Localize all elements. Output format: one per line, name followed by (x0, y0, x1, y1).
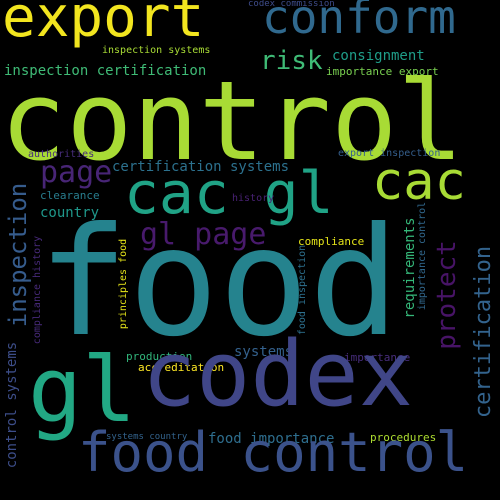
word-principles-food: principles food (118, 238, 129, 330)
word-requirements: requirements (402, 217, 418, 319)
word-conform: conform (262, 0, 456, 44)
word-importance: importance (344, 351, 411, 364)
word-cac: cac (372, 152, 466, 212)
word-export-inspection: export inspection (338, 148, 441, 159)
word-codex: codex (142, 322, 413, 427)
word-systems: systems (234, 344, 294, 360)
word-export: export (2, 0, 205, 50)
word-importance-control: importance control (417, 201, 428, 311)
word-accreditation: accreditation (138, 361, 225, 374)
word-inspection-systems: inspection systems (102, 45, 211, 56)
word-consignment: consignment (332, 48, 425, 64)
word-certification: certification (471, 245, 496, 419)
word-country: country (40, 205, 100, 221)
word-cac-gl: cac gl (124, 159, 334, 227)
word-inspection: inspection (4, 182, 32, 328)
word-inspection-certification: inspection certification (4, 63, 207, 79)
word-gl-page: gl page (140, 217, 267, 252)
word-gl: gl (28, 338, 137, 443)
word-importance-export: importance export (326, 65, 439, 78)
word-procedures: procedures (370, 431, 437, 444)
word-protect: protect (432, 240, 462, 350)
word-compliance: compliance (298, 235, 365, 248)
word-compliance-history: compliance history (32, 235, 43, 345)
word-risk: risk (260, 46, 323, 76)
word-certification-systems: certification systems (112, 159, 290, 175)
word-clearance: clearance (40, 189, 100, 202)
word-food-control: food control (78, 421, 469, 484)
word-page: page (40, 155, 113, 190)
word-control: control (0, 57, 464, 185)
word-food: food (38, 196, 400, 370)
word-control-systems: control systems (4, 341, 20, 469)
word-history: history (232, 193, 275, 204)
word-food-importance: food importance (208, 431, 335, 447)
word-production: production (126, 350, 193, 363)
word-authorities: authorities (28, 149, 95, 160)
word-systems-country: systems country (106, 432, 188, 442)
word-codex-commission: codex commission (248, 0, 335, 9)
